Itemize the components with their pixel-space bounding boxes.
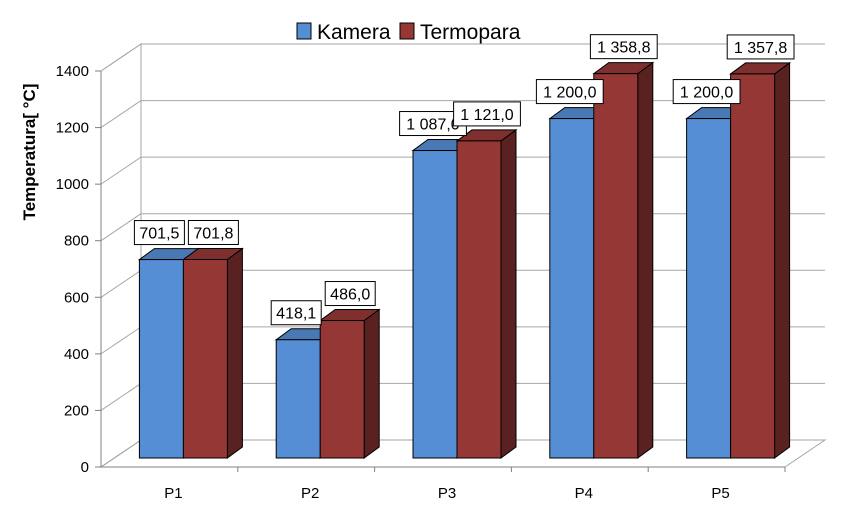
- bar-termopara-p5: [729, 61, 792, 459]
- data-label-box: [187, 219, 239, 245]
- x-tick-label: P3: [438, 485, 456, 502]
- data-label-text: 418,1: [276, 306, 316, 323]
- data-label: 1 358,8: [589, 34, 658, 60]
- gridline-side: [100, 100, 142, 128]
- gridline-side: [100, 156, 142, 185]
- data-label-box: [270, 300, 322, 326]
- legend-label: Kamera: [317, 21, 391, 44]
- data-label-box: [589, 34, 658, 60]
- data-label-box: [324, 281, 376, 307]
- gridline-side: [100, 213, 142, 242]
- data-label-text: 1 358,8: [597, 40, 650, 57]
- bar-termopara-p1: [181, 247, 244, 459]
- bar-front: [730, 73, 776, 459]
- data-label-text: 1 121,0: [460, 107, 513, 124]
- data-label: 1 121,0: [453, 101, 521, 127]
- bar-side: [500, 128, 517, 459]
- data-label: 418,1: [270, 300, 322, 326]
- bar-termopara-p4: [592, 61, 655, 459]
- side-wall: [100, 43, 142, 468]
- data-label-text: 1 200,0: [680, 85, 733, 102]
- legend-label: Termopara: [420, 21, 521, 44]
- y-axis-title: Temperatura[ °C]: [20, 84, 39, 221]
- bar-front: [319, 320, 365, 459]
- bar-front: [138, 259, 184, 459]
- x-tick-label: P2: [301, 485, 319, 502]
- legend-swatch: [296, 22, 312, 40]
- data-label: 701,8: [187, 219, 239, 245]
- y-tick-label: 1200: [56, 120, 89, 137]
- data-label-box: [535, 79, 604, 105]
- data-label: 486,0: [324, 281, 376, 307]
- data-label-text: 486,0: [330, 287, 370, 304]
- gridline-side: [100, 439, 142, 468]
- bar-front: [593, 73, 639, 459]
- data-label-text: 701,8: [193, 225, 233, 242]
- bar-side: [637, 61, 654, 459]
- bar-termopara-p2: [318, 308, 381, 459]
- bar-side: [226, 247, 243, 459]
- y-tick-label: 400: [64, 346, 89, 363]
- data-labels: 701,5 418,1 1 087,0 1 200,0 1 200,0 701,8 486,…: [133, 34, 795, 326]
- data-label: 1 357,8: [726, 34, 795, 60]
- bars: [137, 61, 792, 459]
- y-tick-label: 800: [64, 233, 89, 250]
- data-label: 1 200,0: [672, 79, 741, 105]
- y-tick-label: 0: [81, 459, 89, 476]
- bar-front: [549, 118, 595, 459]
- legend-swatch: [399, 22, 415, 40]
- axes: 0 200 400 600 800 1000 1200 1400 P1 P2 P3 P4 P5: [56, 63, 786, 502]
- y-tick-label: 1000: [56, 176, 89, 193]
- gridline-side: [100, 383, 142, 411]
- data-label-text: 1 357,8: [734, 40, 787, 57]
- data-label: 701,5: [133, 220, 185, 246]
- data-label-box: [672, 79, 741, 105]
- data-label-text: 701,5: [139, 226, 179, 243]
- legend-item-kamera: Kamera: [296, 21, 391, 44]
- data-label-box: [453, 101, 521, 127]
- bar-front: [456, 140, 502, 459]
- gridline-side: [100, 269, 142, 298]
- data-label: 1 200,0: [535, 79, 604, 105]
- legend: Kamera Termopara: [296, 21, 521, 44]
- bar-front: [686, 118, 732, 459]
- bar-termopara-p3: [455, 128, 518, 459]
- bar-front: [182, 258, 228, 459]
- data-label-box: [133, 220, 185, 246]
- y-tick-label: 200: [64, 402, 89, 419]
- data-label-text: 1 200,0: [543, 85, 596, 102]
- y-tick-label: 1400: [56, 63, 89, 80]
- bar-side: [774, 61, 791, 459]
- y-tick-label: 600: [64, 289, 89, 306]
- gridline-side: [100, 326, 142, 355]
- legend-item-termopara: Termopara: [399, 21, 521, 44]
- bar-front: [412, 150, 458, 459]
- x-tick-label: P5: [711, 485, 729, 502]
- bar-front: [275, 339, 321, 459]
- data-label-box: [726, 34, 795, 60]
- x-tick-label: P4: [575, 485, 593, 502]
- gridline-side: [100, 43, 142, 72]
- bar-side: [363, 308, 380, 459]
- data-label-text: 1 087,0: [406, 117, 459, 134]
- x-tick-label: P1: [164, 485, 182, 502]
